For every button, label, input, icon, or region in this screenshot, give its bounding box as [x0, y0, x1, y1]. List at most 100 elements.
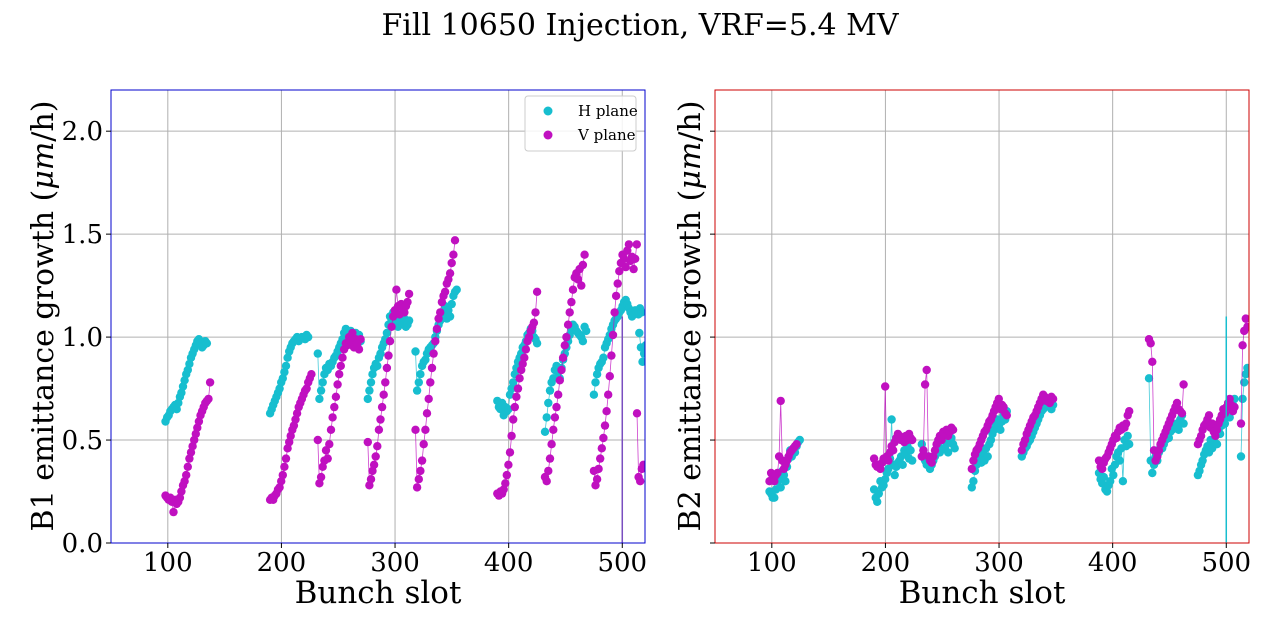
left-data-point [619, 254, 629, 263]
left-data-point [182, 470, 191, 480]
left-data-point [202, 339, 212, 348]
left-data-point [385, 337, 395, 346]
left-data-point [281, 454, 291, 463]
left-plot-area [161, 236, 645, 543]
right-data-point [1144, 374, 1154, 383]
left-data-point [596, 454, 605, 463]
left-data-point [504, 460, 513, 469]
left-data-point [605, 372, 614, 381]
right-data-point [874, 489, 883, 498]
left-data-point [330, 402, 339, 412]
right-data-point [1123, 431, 1132, 441]
left-data-point [608, 330, 618, 340]
left-data-point [412, 483, 422, 492]
left-data-point [280, 462, 289, 471]
left-data-point [549, 425, 558, 434]
right-grid [715, 90, 1249, 544]
right-data-point [792, 440, 801, 449]
left-data-point [550, 413, 560, 422]
left-data-point [204, 394, 213, 404]
left-data-point [621, 262, 630, 272]
left-data-point [404, 289, 414, 299]
left-data-point [544, 466, 553, 476]
left-data-point [560, 341, 569, 350]
left-data-point [632, 240, 641, 249]
left-data-point [325, 440, 334, 449]
left-data-point [333, 380, 342, 389]
right-data-point [1146, 339, 1155, 348]
right-panel: 100 200 300 400 500 Bunch slot B2 emittance … [673, 89, 1251, 611]
left-data-point [431, 337, 440, 346]
left-data-point [610, 308, 619, 317]
right-data-point [1241, 314, 1249, 323]
right-xtick-label: 300 [974, 548, 1024, 578]
right-data-point [781, 477, 790, 486]
left-data-point [445, 312, 455, 321]
left-data-point [382, 328, 392, 338]
right-data-point [1148, 468, 1157, 478]
left-data-point [611, 291, 621, 301]
left-data-point [452, 285, 461, 294]
left-ticks: 100 200 300 400 500 0.0 0.5 1.0 1.5 2.0 [62, 117, 647, 578]
right-data-point [943, 448, 953, 457]
right-data-point [1002, 411, 1011, 420]
left-data-point [392, 285, 401, 294]
left-data-point [356, 335, 365, 344]
right-plot-area [765, 314, 1249, 543]
left-data-point [449, 250, 458, 259]
right-data-point [770, 493, 779, 502]
left-data-point [580, 250, 589, 259]
legend-h-label: H plane [578, 102, 638, 120]
left-data-point [331, 392, 341, 401]
right-data-point [1204, 411, 1214, 420]
right-data-point [776, 483, 785, 492]
left-x-axis-label: Bunch slot [295, 575, 462, 611]
right-data-point [1125, 407, 1134, 416]
chart-title: Fill 10650 Injection, VRF=5.4 MV [381, 8, 899, 43]
legend-v-marker [543, 130, 553, 140]
legend-box [524, 95, 637, 152]
left-data-point [549, 374, 558, 383]
left-data-point [501, 479, 510, 488]
legend-h-marker [543, 106, 553, 116]
left-data-point [632, 409, 642, 418]
left-data-point [447, 299, 456, 309]
left-ytick-label: 2.0 [62, 117, 103, 147]
left-data-point [544, 398, 553, 408]
left-data-point [335, 370, 344, 379]
right-data-point [1148, 357, 1157, 366]
left-data-point [323, 454, 332, 463]
right-data-point [1048, 394, 1058, 404]
left-data-point [639, 460, 645, 469]
left-data [161, 236, 645, 543]
left-data-point [636, 477, 645, 486]
left-ytick-label: 0.5 [62, 426, 103, 456]
left-data-point [542, 477, 551, 486]
left-data-point [562, 332, 571, 342]
left-data-point [520, 353, 529, 362]
left-series-v [161, 236, 645, 517]
left-data-point [589, 390, 599, 399]
right-data-point [1236, 419, 1246, 428]
left-data-point [624, 240, 634, 249]
left-panel: 100 200 300 400 500 0.0 0.5 1.0 1.5 2.0 Bunch slo… [26, 89, 647, 611]
left-data-point [557, 365, 566, 375]
left-data-point [563, 320, 573, 329]
left-data-point [613, 279, 622, 288]
right-data-point [950, 444, 959, 453]
right-data-point [776, 396, 785, 406]
left-data-point [432, 324, 442, 334]
right-data-point [908, 435, 917, 445]
right-data-point [887, 415, 896, 424]
left-data-point [509, 415, 518, 424]
left-data-point [641, 341, 645, 350]
left-data-point [532, 339, 542, 348]
left-data-point [316, 386, 326, 395]
left-data-point [371, 452, 380, 461]
right-data-point [919, 446, 928, 455]
left-data-point [615, 267, 624, 276]
left-data-point [382, 363, 392, 373]
right-data-point [1243, 322, 1249, 331]
left-data-point [338, 353, 347, 362]
left-data-point [568, 285, 578, 294]
